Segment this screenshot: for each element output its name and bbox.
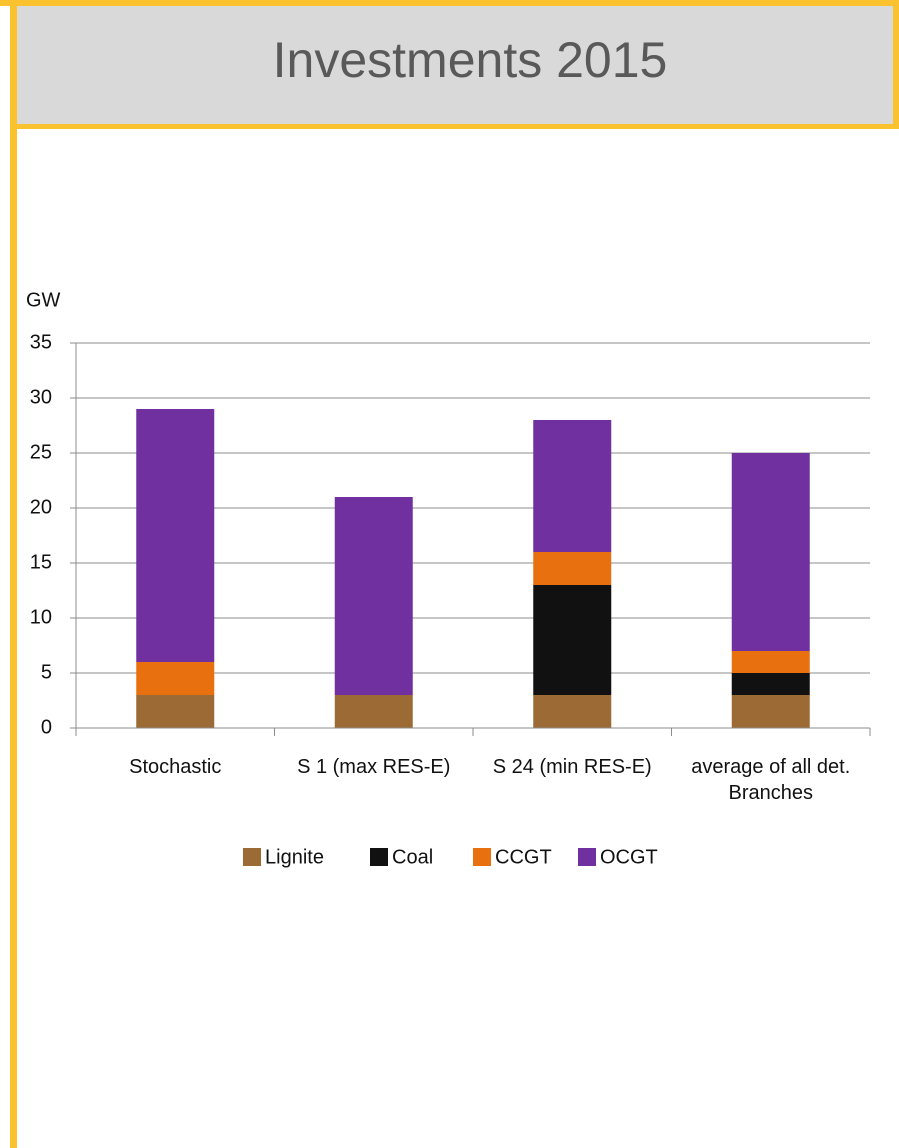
bar-segment xyxy=(136,695,215,728)
legend-swatch xyxy=(578,848,596,866)
bar-segment xyxy=(334,497,413,695)
y-axis-label: GW xyxy=(26,289,61,311)
legend-label: Lignite xyxy=(265,846,324,868)
x-tick-label: average of all det. Branches xyxy=(691,756,851,804)
bar-segment xyxy=(731,673,810,695)
bar-segment xyxy=(136,662,215,695)
y-tick-label: 15 xyxy=(30,551,52,573)
y-tick-label: 25 xyxy=(30,441,52,463)
header-border xyxy=(10,124,899,129)
y-tick-label: 5 xyxy=(41,661,52,683)
y-tick-label: 35 xyxy=(30,331,52,353)
x-tick-label: S 24 (min RES-E) xyxy=(492,756,652,778)
y-tick-label: 0 xyxy=(41,716,52,738)
y-tick-label: 30 xyxy=(30,386,52,408)
bar-segment xyxy=(136,409,215,662)
bar-segment xyxy=(731,651,810,673)
frame-left xyxy=(10,0,17,1148)
bar-segment xyxy=(533,695,612,728)
legend-label: Coal xyxy=(392,846,433,868)
chart-title: Investments 2015 xyxy=(273,32,668,88)
y-tick-label: 10 xyxy=(30,606,52,628)
bar-segment xyxy=(731,695,810,728)
bar-segment xyxy=(533,420,612,552)
x-tick-label: Stochastic xyxy=(129,756,222,778)
bar-segment xyxy=(533,552,612,585)
legend-swatch xyxy=(370,848,388,866)
legend-swatch xyxy=(473,848,491,866)
header-band xyxy=(10,6,894,126)
legend-label: CCGT xyxy=(495,846,552,868)
x-tick-label: S 1 (max RES-E) xyxy=(297,756,451,778)
bar-segment xyxy=(533,585,612,695)
y-tick-label: 20 xyxy=(30,496,52,518)
legend-swatch xyxy=(243,848,261,866)
bar-segment xyxy=(334,695,413,728)
frame-right xyxy=(893,0,899,129)
legend-label: OCGT xyxy=(600,846,658,868)
frame-top xyxy=(0,0,899,6)
bar-segment xyxy=(731,453,810,651)
